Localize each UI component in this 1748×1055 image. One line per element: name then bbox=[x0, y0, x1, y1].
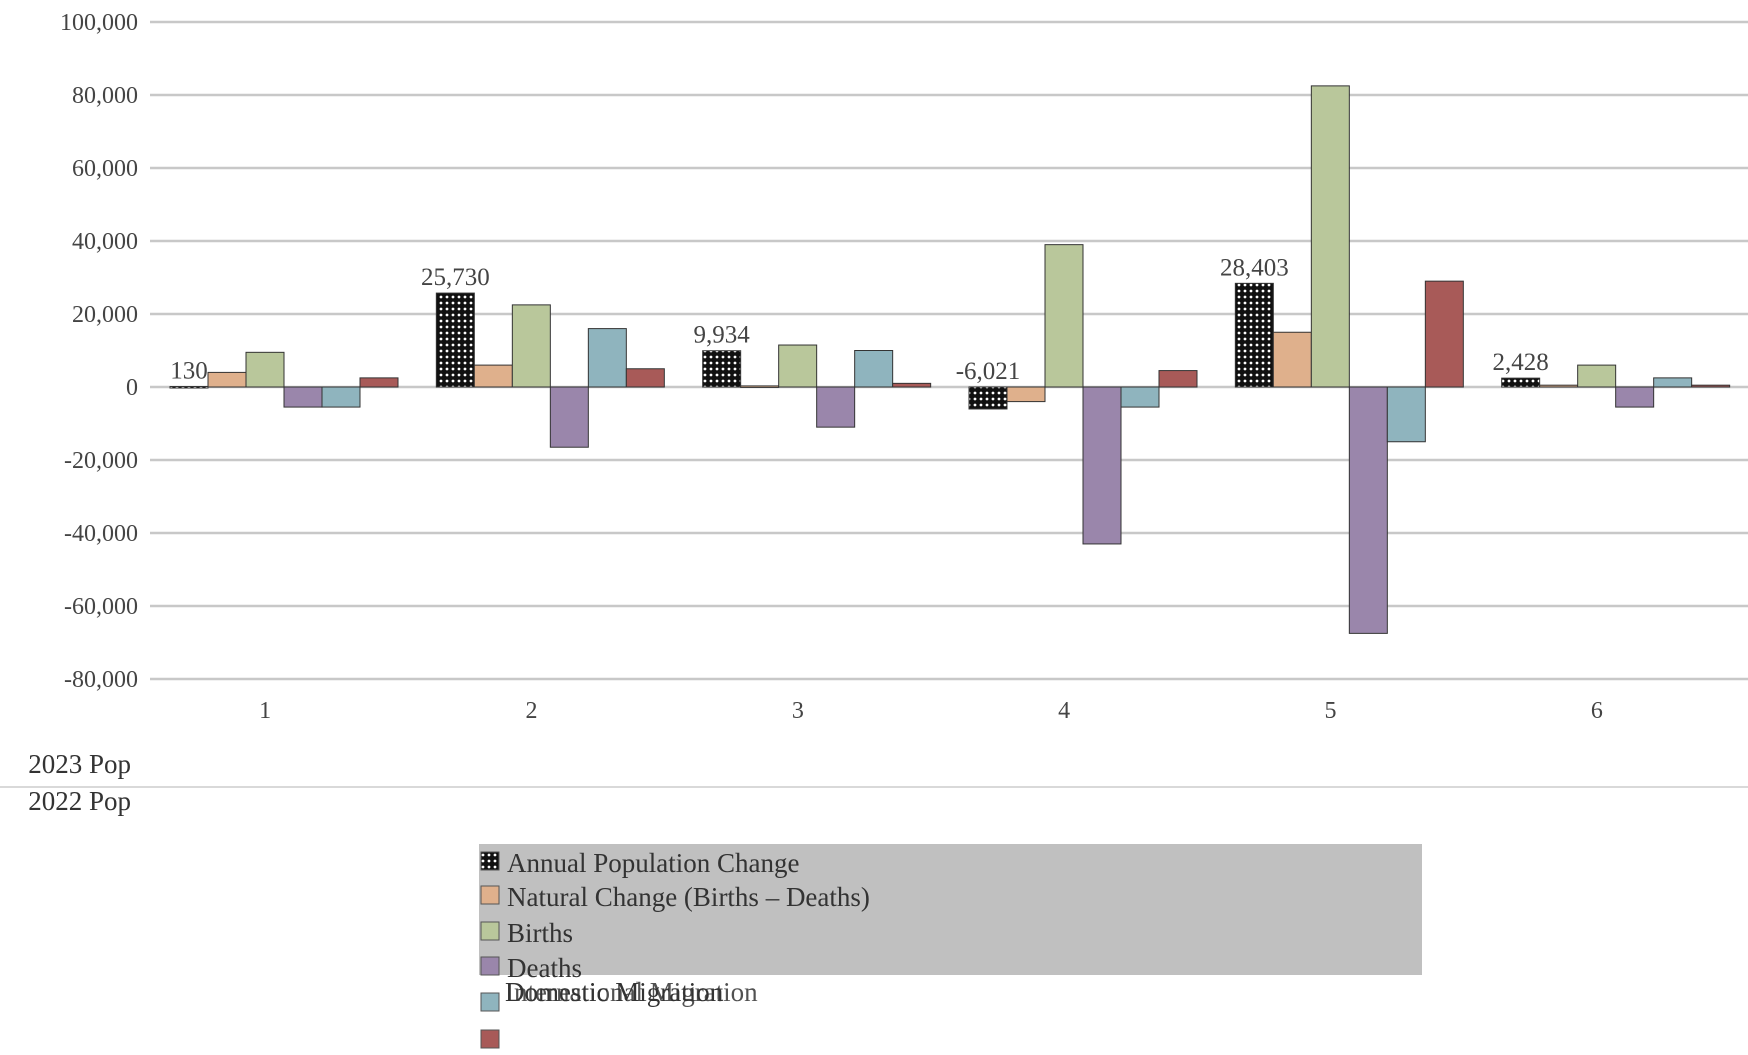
data-label: -6,021 bbox=[956, 358, 1021, 385]
bar bbox=[1082, 386, 1122, 545]
bar bbox=[359, 377, 399, 388]
data-label: 2,428 bbox=[1493, 349, 1549, 376]
bar bbox=[1386, 386, 1426, 443]
legend-swatch bbox=[480, 885, 500, 905]
x-tick-label: 3 bbox=[792, 698, 804, 724]
bar bbox=[321, 386, 361, 408]
bar bbox=[854, 350, 894, 388]
bar bbox=[1539, 384, 1579, 388]
bar bbox=[1653, 377, 1693, 388]
bar bbox=[625, 368, 665, 388]
bar bbox=[892, 382, 932, 388]
bar bbox=[1158, 370, 1198, 388]
y-tick-label: -80,000 bbox=[64, 667, 138, 693]
bar bbox=[1691, 384, 1731, 388]
bar bbox=[1044, 244, 1084, 388]
bar bbox=[1120, 386, 1160, 408]
x-axis: 1 2 3 4 5 6 bbox=[259, 698, 1603, 724]
legend-background bbox=[479, 844, 1422, 975]
bar bbox=[968, 386, 1008, 410]
y-tick-label: -60,000 bbox=[64, 594, 138, 620]
data-label: 28,403 bbox=[1220, 254, 1289, 281]
legend-label: International Migration bbox=[505, 977, 758, 1007]
legend: Annual Population Change Natural Change (… bbox=[479, 844, 1422, 1049]
y-tick-label: 40,000 bbox=[72, 229, 138, 255]
bar bbox=[778, 344, 818, 388]
y-tick-label: 100,000 bbox=[60, 10, 138, 36]
y-axis: 100,000 80,000 60,000 40,000 20,000 0 -20,000 -… bbox=[60, 10, 138, 693]
legend-swatch bbox=[480, 851, 500, 871]
bar bbox=[207, 371, 247, 388]
y-tick-label: 20,000 bbox=[72, 302, 138, 328]
x-tick-label: 1 bbox=[259, 698, 271, 724]
bar bbox=[1006, 386, 1046, 403]
data-label: 25,730 bbox=[421, 264, 490, 291]
bar bbox=[1424, 280, 1464, 388]
bar bbox=[1615, 386, 1655, 408]
bar bbox=[587, 328, 627, 388]
bar bbox=[435, 292, 475, 388]
bar bbox=[816, 386, 856, 428]
x-tick-label: 4 bbox=[1058, 698, 1070, 724]
y-tick-label: 80,000 bbox=[72, 83, 138, 109]
legend-swatch bbox=[480, 992, 500, 1012]
data-table-rows: 2023 Pop 2022 Pop bbox=[0, 749, 1748, 816]
legend-swatch bbox=[480, 1029, 500, 1049]
bar bbox=[169, 386, 209, 389]
gridlines bbox=[150, 20, 1748, 681]
y-tick-label: -20,000 bbox=[64, 448, 138, 474]
legend-label: Deaths bbox=[507, 953, 582, 983]
bar bbox=[549, 386, 589, 448]
bar bbox=[245, 351, 285, 388]
legend-label: Domestic Migration bbox=[505, 977, 724, 1007]
bar bbox=[1501, 377, 1541, 388]
legend-label: Natural Change (Births – Deaths) bbox=[507, 882, 870, 912]
data-label: 9,934 bbox=[694, 322, 751, 349]
bar-series bbox=[169, 85, 1731, 634]
bar bbox=[1310, 85, 1350, 388]
bar bbox=[283, 386, 323, 408]
legend-swatch bbox=[480, 921, 500, 941]
y-tick-label: 60,000 bbox=[72, 156, 138, 182]
data-labels: 130 25,730 9,934 -6,021 28,403 2,428 bbox=[170, 254, 1549, 385]
bar bbox=[473, 364, 513, 388]
table-row-label-2023: 2023 Pop bbox=[28, 749, 131, 779]
y-tick-label: 0 bbox=[126, 375, 138, 401]
x-tick-label: 5 bbox=[1325, 698, 1337, 724]
bar bbox=[1272, 331, 1312, 388]
bar bbox=[702, 350, 742, 388]
legend-label: Annual Population Change bbox=[507, 848, 799, 878]
data-label: 130 bbox=[170, 358, 208, 385]
bar bbox=[1234, 282, 1274, 388]
bar bbox=[511, 304, 551, 388]
bar bbox=[1577, 364, 1617, 388]
x-tick-label: 6 bbox=[1591, 698, 1603, 724]
table-row-label-2022: 2022 Pop bbox=[28, 786, 131, 816]
legend-label: Births bbox=[507, 918, 573, 948]
bar bbox=[740, 385, 780, 388]
x-tick-label: 2 bbox=[526, 698, 538, 724]
y-tick-label: -40,000 bbox=[64, 521, 138, 547]
legend-swatch bbox=[480, 956, 500, 976]
bar bbox=[1348, 386, 1388, 634]
